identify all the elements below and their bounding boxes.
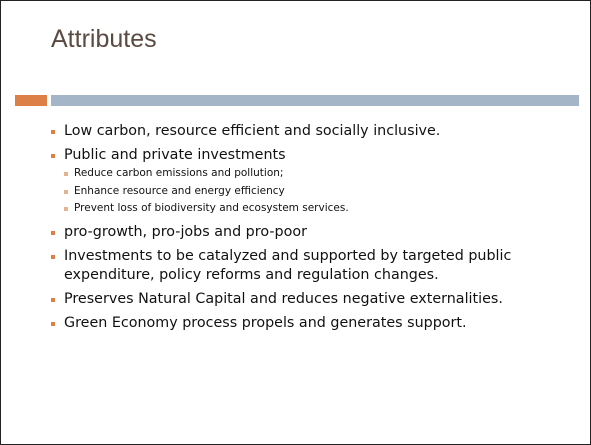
sub-bullet: Reduce carbon emissions and pollution;: [51, 165, 561, 183]
bullet: Public and private investments: [51, 146, 561, 165]
bullet: Low carbon, resource efficient and socia…: [51, 122, 561, 141]
slide-title: Attributes: [51, 25, 157, 53]
bullet: Preserves Natural Capital and reduces ne…: [51, 290, 561, 309]
bullet: Green Economy process propels and genera…: [51, 314, 561, 333]
bullet: Investments to be catalyzed and supporte…: [51, 247, 561, 285]
bullet-list: Low carbon, resource efficient and socia…: [51, 117, 561, 333]
title-rule: [51, 95, 579, 106]
sub-bullet: Prevent loss of biodiversity and ecosyst…: [51, 200, 561, 218]
sub-bullet: Enhance resource and energy efficiency: [51, 183, 561, 201]
accent-bar: [15, 95, 47, 106]
bullet: pro-growth, pro-jobs and pro-poor: [51, 223, 561, 242]
